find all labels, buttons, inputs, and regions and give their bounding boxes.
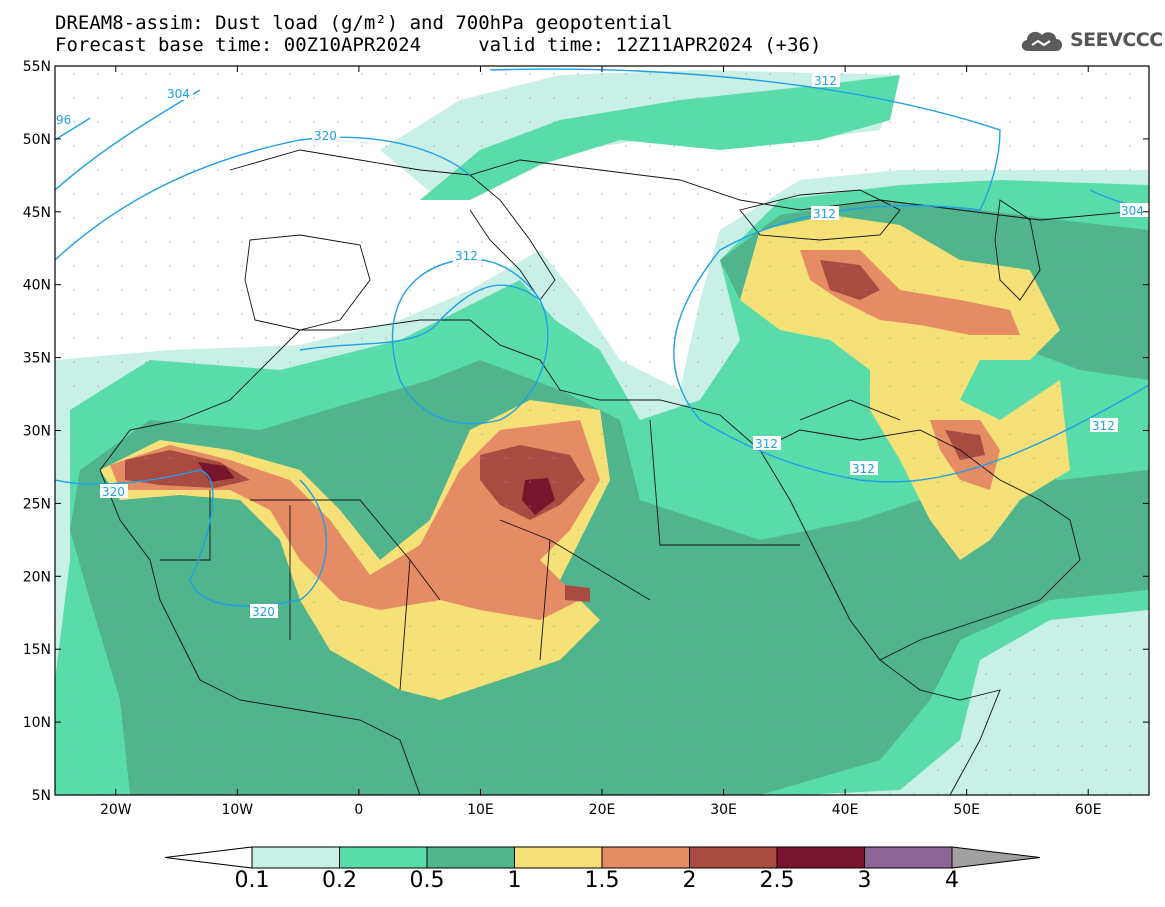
coastline-black-sea bbox=[739, 189, 901, 241]
lat-tick-label: 20N bbox=[23, 569, 51, 585]
lat-tick-label: 30N bbox=[23, 424, 51, 440]
colorbar-label: 1.5 bbox=[584, 868, 620, 893]
lat-tick-label: 25N bbox=[23, 496, 51, 512]
colorbar-swatch bbox=[864, 846, 953, 869]
contour-label: 320 bbox=[102, 485, 125, 499]
lat-tick-label: 40N bbox=[23, 278, 51, 294]
contour-312-cyprus bbox=[299, 284, 541, 351]
contour-312-north bbox=[489, 68, 1149, 483]
lat-tick-label: 5N bbox=[32, 788, 51, 804]
contour-label: 304 bbox=[167, 87, 190, 101]
lon-tick-label: 50E bbox=[953, 802, 980, 818]
lat-tick-label: 45N bbox=[23, 205, 51, 221]
colorbar-label: 0.2 bbox=[322, 868, 357, 893]
coastline-europe bbox=[229, 149, 1149, 221]
lon-tick-label: 10E bbox=[467, 802, 494, 818]
colorbar-swatch bbox=[514, 846, 603, 869]
contour-label: 312 bbox=[813, 207, 836, 221]
coastline-africa bbox=[99, 319, 1001, 795]
colorbar-swatch bbox=[339, 846, 428, 869]
colorbar-swatch bbox=[601, 846, 690, 869]
contour-label: 312 bbox=[852, 462, 875, 476]
contour-label: 304 bbox=[1121, 204, 1144, 218]
colorbar-label: 2 bbox=[682, 868, 697, 893]
colorbar-label: 3 bbox=[857, 868, 872, 893]
cloud-icon bbox=[1021, 31, 1062, 51]
colorbar-label: 4 bbox=[945, 868, 959, 893]
contour-312-closed bbox=[391, 258, 549, 425]
colorbar-over-arrow bbox=[951, 846, 1041, 869]
colorbar-swatch bbox=[689, 846, 778, 869]
contour-304-west bbox=[55, 89, 201, 191]
contour-label: 312 bbox=[814, 74, 837, 88]
contour-320-west bbox=[55, 136, 471, 261]
coastline-arabia bbox=[759, 429, 1081, 661]
contour-320-south bbox=[55, 469, 328, 607]
colorbar-swatch bbox=[251, 846, 340, 869]
seevccc-logo: SEEVCCC bbox=[1018, 27, 1163, 53]
colorbar-label: 2.5 bbox=[759, 868, 795, 893]
lat-tick-label: 55N bbox=[23, 59, 51, 75]
colorbar-under-arrow bbox=[164, 846, 253, 869]
lon-tick-label: 0 bbox=[354, 802, 363, 818]
lon-tick-label: 20E bbox=[589, 802, 616, 818]
axis-ticks: 20W 10W 0 10E 20E 30E 40E 50E 60E 5N 10N 15N 20N 25N 3… bbox=[23, 59, 1149, 818]
contour-label: 96 bbox=[56, 113, 71, 127]
lon-tick-label: 10W bbox=[221, 802, 253, 818]
contour-label: 320 bbox=[314, 129, 337, 143]
colorbar bbox=[164, 846, 1041, 869]
lon-tick-label: 30E bbox=[710, 802, 737, 818]
lon-tick-label: 60E bbox=[1075, 802, 1102, 818]
logo-text: SEEVCCC bbox=[1070, 29, 1163, 51]
contour-label: 312 bbox=[455, 249, 478, 263]
colorbar-swatch bbox=[776, 846, 865, 869]
border-lines bbox=[160, 399, 901, 691]
lat-tick-label: 35N bbox=[23, 351, 51, 367]
colorbar-label: 0.5 bbox=[409, 868, 445, 893]
contour-label: 320 bbox=[252, 605, 275, 619]
coastline-iberia bbox=[244, 234, 371, 331]
contour-label: 312 bbox=[755, 437, 778, 451]
lat-tick-label: 15N bbox=[23, 642, 51, 658]
colorbar-swatch bbox=[426, 846, 515, 869]
lat-tick-label: 10N bbox=[23, 715, 51, 731]
lon-tick-label: 40E bbox=[832, 802, 859, 818]
contour-296-west bbox=[55, 117, 91, 141]
lon-tick-label: 20W bbox=[100, 802, 132, 818]
colorbar-label: 1 bbox=[507, 868, 522, 893]
chart-title: DREAM8-assim: Dust load (g/m²) and 700hP… bbox=[55, 12, 673, 34]
lat-tick-label: 50N bbox=[23, 132, 51, 148]
chart-subtitle: Forecast base time: 00Z10APR2024 valid t… bbox=[55, 34, 822, 56]
colorbar-label: 0.1 bbox=[234, 868, 270, 893]
coastline-italy bbox=[469, 174, 556, 301]
contour-label: 312 bbox=[1092, 419, 1115, 433]
coastline-west-africa bbox=[99, 469, 421, 795]
coastline-caspian bbox=[994, 199, 1041, 301]
